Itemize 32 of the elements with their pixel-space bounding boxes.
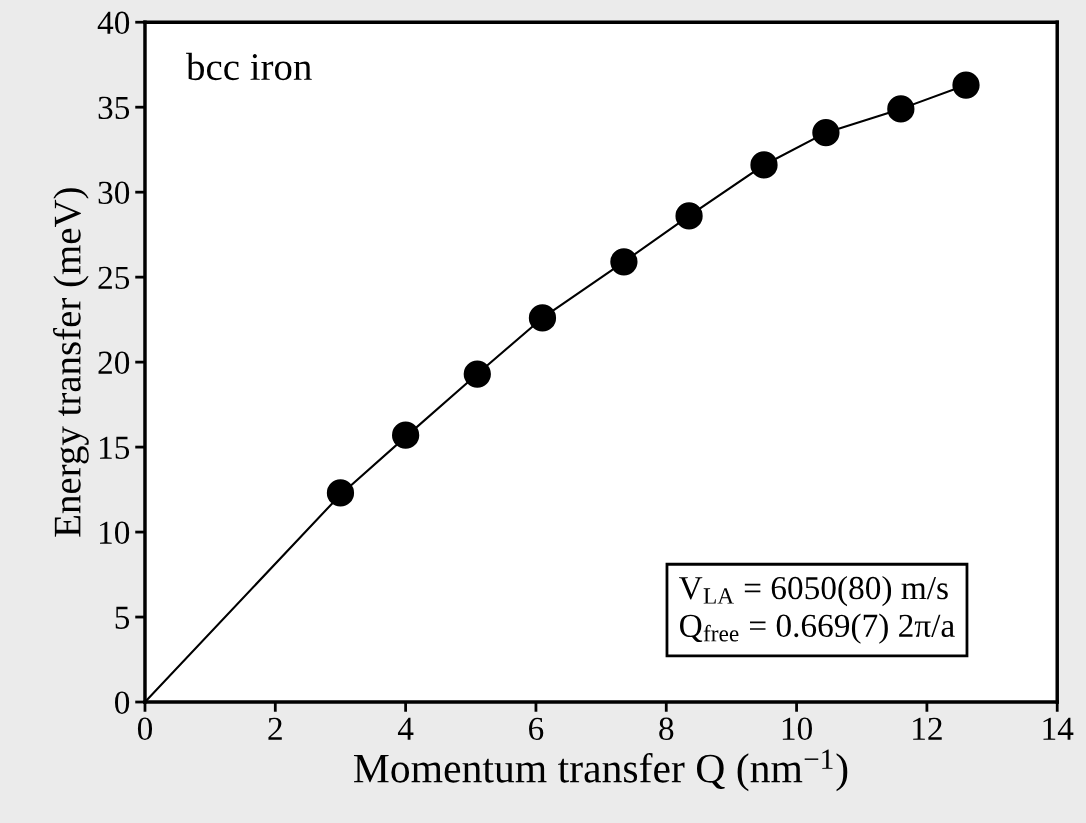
x-axis-title: Momentum transfer Q (nm$^{−1}$)	[353, 749, 848, 792]
x-tick-label: 4	[397, 717, 414, 740]
annotation: V$_{LA}$ = 6050(80) m/s	[679, 575, 948, 607]
annotation: Q$_{free}$ = 0.669(7) 2π/a	[680, 613, 955, 644]
y-tick-label: 5	[115, 606, 130, 629]
point	[528, 304, 557, 332]
x-tick-label: 8	[659, 717, 674, 741]
y-tick-label: 30	[98, 181, 130, 205]
y-tick-label: 10	[100, 521, 130, 544]
point	[326, 479, 355, 507]
point	[463, 360, 491, 388]
point	[675, 202, 703, 230]
point	[392, 421, 420, 449]
y-tick-label: 15	[100, 436, 130, 459]
y-axis-title: Energy transfer (meV)	[52, 188, 89, 537]
y-tick-label: 40	[97, 11, 130, 35]
point	[887, 95, 915, 123]
y-tick-label: 0	[115, 691, 130, 714]
y-tick-label: 20	[98, 351, 130, 375]
y-tick-label: 35	[98, 96, 130, 120]
x-tick-label: 12	[913, 717, 942, 740]
x-tick-label: 10	[782, 717, 812, 741]
point	[610, 248, 638, 276]
annotation: bcc iron	[186, 52, 312, 81]
x-tick-label: 14	[1043, 717, 1074, 740]
point	[750, 151, 778, 179]
y-tick-label: 25	[98, 266, 130, 290]
x-tick-label: 6	[529, 717, 544, 741]
point	[952, 71, 980, 99]
x-tick-label: 2	[268, 717, 282, 740]
point	[812, 119, 840, 147]
x-tick-label: 0	[137, 717, 153, 741]
